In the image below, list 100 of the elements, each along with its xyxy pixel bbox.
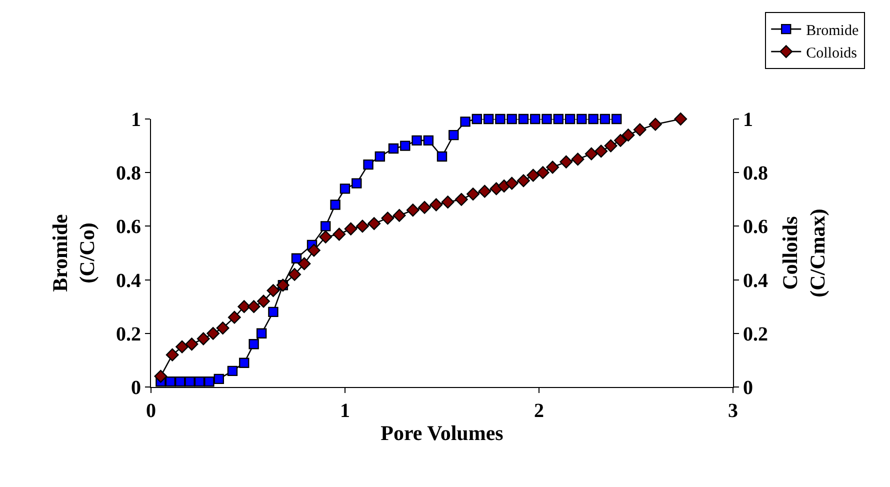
y-axis-title: Bromide (C/Co) [48,214,100,292]
point [374,151,386,162]
point [194,376,205,387]
point [466,188,480,200]
point [340,184,350,194]
point [288,268,302,281]
point [238,300,251,314]
legend-label: Colloids [806,45,858,62]
point [530,114,540,124]
x-tick-label: 3 [728,400,738,422]
x-tick-label: 0 [146,400,156,422]
point [388,143,399,154]
point [542,114,552,124]
point [320,221,331,232]
point [588,114,598,124]
point [257,294,270,308]
point [518,114,529,124]
point [571,152,584,166]
point [584,147,598,160]
point [165,376,176,387]
y2-tick-label: 0 [743,377,753,399]
point [184,376,195,387]
x-tick-label: 2 [534,400,544,422]
point [517,174,530,188]
point [454,192,468,206]
point [594,144,608,158]
point [448,130,459,140]
point [392,209,406,222]
point [614,134,627,147]
y2-tick-label: 0.6 [743,216,768,238]
point [368,217,381,230]
point [381,212,394,225]
point [423,135,434,146]
point [622,128,635,142]
point [600,114,610,124]
point [166,348,179,362]
point [356,220,369,233]
point [436,151,448,162]
y2-tick-label: 1 [743,109,753,131]
point [441,196,454,209]
point [228,310,241,324]
point [176,340,188,354]
point [204,376,214,387]
point [154,370,168,383]
point [430,198,443,212]
y-tick-label: 0.6 [116,216,141,238]
y-tick-label: 0.4 [116,270,141,292]
point [214,374,224,384]
point [248,339,259,350]
point [175,376,186,387]
point [256,328,267,338]
point [344,222,358,236]
point [674,112,688,126]
point [546,160,560,174]
point [478,184,492,198]
point [483,114,494,124]
y-tick-label: 0.8 [116,162,141,185]
point [526,168,540,182]
point [266,284,280,297]
point [418,200,431,214]
point [298,257,311,270]
y-tick-label: 0.2 [116,323,141,346]
point [495,114,506,124]
point [291,253,302,264]
point [247,300,260,314]
y2-tick-label: 0.4 [743,270,768,292]
point [576,114,587,124]
y2-tick-label: 0.8 [743,162,768,185]
point [472,114,482,124]
point [536,166,550,180]
point [604,139,618,152]
point [560,155,573,168]
point [612,114,622,124]
point [268,306,278,318]
point [227,366,238,376]
point [400,140,410,151]
point [330,200,340,210]
point [363,159,374,170]
legend-label: Bromide [806,22,859,39]
point [506,114,517,124]
point [239,358,250,368]
y2-tick-label: 0.2 [743,323,768,346]
point [633,123,646,136]
point [352,178,362,188]
y2-axis-title: Colloids (C/Cmax) [778,208,830,298]
x-tick-label: 1 [340,400,350,422]
point [406,204,420,217]
point [206,326,220,340]
y-tick-label: 1 [131,109,141,131]
point [185,338,198,351]
point [332,228,346,241]
point [319,230,332,244]
point [196,332,210,346]
point [216,322,230,334]
point [505,176,518,190]
point [412,135,422,146]
point [553,114,564,124]
point [460,116,470,127]
point [564,114,576,124]
point [648,118,662,131]
